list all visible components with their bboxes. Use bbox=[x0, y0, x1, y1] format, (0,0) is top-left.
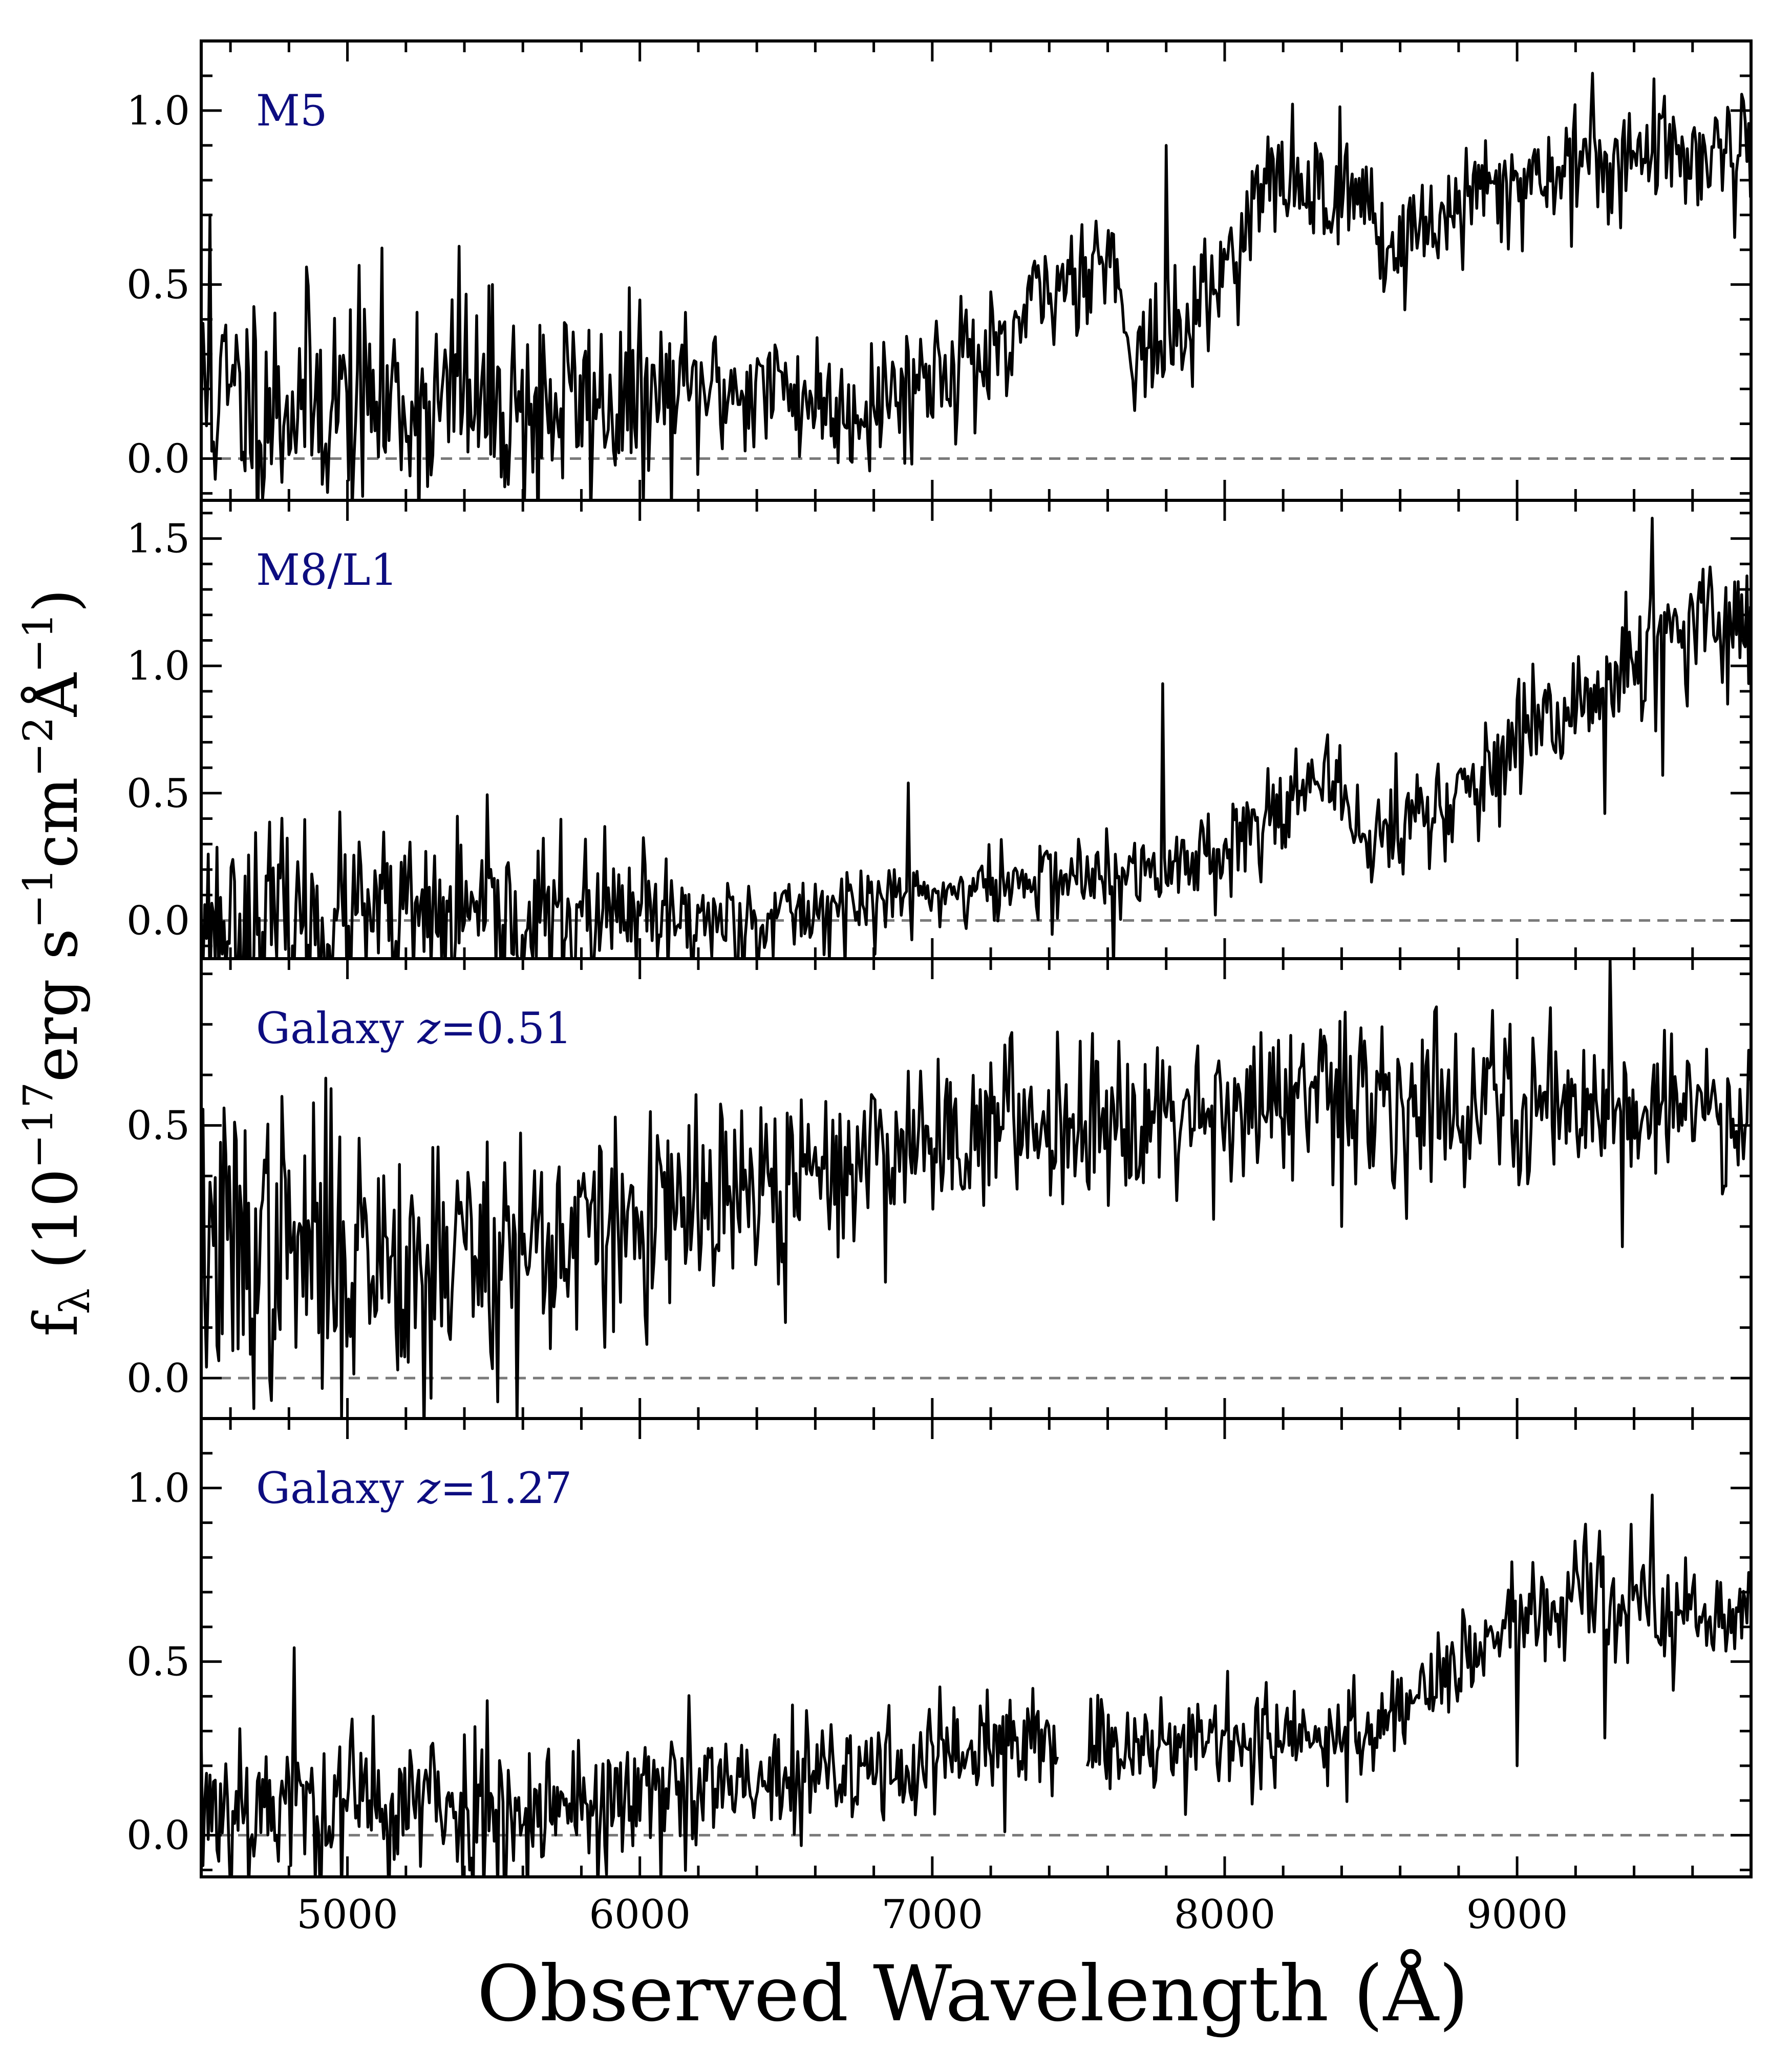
y-tick-label: 0.0 bbox=[126, 1813, 190, 1859]
y-axis-title-f: f bbox=[20, 1310, 91, 1337]
x-tick-labels: 5000 6000 7000 8000 9000 bbox=[296, 1892, 1568, 1938]
spectrum-line-3 bbox=[201, 959, 1751, 1419]
y-tick-label: 0.0 bbox=[126, 436, 190, 482]
x-tick-label: 7000 bbox=[882, 1892, 984, 1938]
x-tick-label: 6000 bbox=[589, 1892, 691, 1938]
panel-label: M5 bbox=[256, 86, 327, 136]
panel-1: 0.0 0.5 1.0 M5 bbox=[126, 39, 1753, 502]
y-axis-title-erg: erg s bbox=[20, 928, 91, 1082]
y-axis-title-exp4: −1 bbox=[14, 612, 62, 673]
spectrum-line-2 bbox=[202, 517, 1751, 959]
x-tick-label: 9000 bbox=[1466, 1892, 1568, 1938]
y-axis-title-angstrom: Å bbox=[20, 672, 91, 717]
y-axis-title-lambda: λ bbox=[51, 1288, 99, 1315]
y-axis-title-open: (10 bbox=[20, 1169, 91, 1269]
y-tick-label: 0.5 bbox=[126, 1639, 190, 1685]
panels: 0.0 0.5 1.0 M5 0.0 0.5 1.0 1.5 M8/L1 0.0 0.5 Galaxy… bbox=[126, 39, 1753, 1878]
svg-text:fλ (10−17erg s−1cm−2Å−1): fλ (10−17erg s−1cm−2Å−1) bbox=[14, 589, 99, 1337]
y-tick-label: 0.0 bbox=[126, 898, 190, 944]
y-tick-label: 0.5 bbox=[126, 771, 190, 817]
y-tick-label: 0.5 bbox=[126, 262, 190, 308]
x-tick-label: 5000 bbox=[296, 1892, 398, 1938]
y-axis-title-cm: cm bbox=[20, 777, 91, 868]
y-axis-title-exp3: −2 bbox=[14, 716, 62, 777]
panel-4: 0.0 0.5 1.0 Galaxy z=1.27 bbox=[126, 1417, 1753, 1878]
y-axis-title-exp2: −1 bbox=[14, 868, 62, 928]
spectrum-line-1 bbox=[201, 72, 1751, 500]
spectrum-line-4 bbox=[201, 1493, 1751, 1877]
panel-label: M8/L1 bbox=[256, 545, 398, 595]
panel-label: Galaxy z=1.27 bbox=[256, 1463, 572, 1513]
x-tick-label: 8000 bbox=[1174, 1892, 1276, 1938]
x-axis-title: Observed Wavelength (Å) bbox=[477, 1949, 1468, 2039]
y-tick-label: 1.5 bbox=[126, 516, 190, 562]
y-axis-title: fλ (10−17erg s−1cm−2Å−1) bbox=[14, 589, 99, 1337]
panel-3: 0.0 0.5 Galaxy z=0.51 bbox=[126, 957, 1753, 1420]
y-tick-label: 0.0 bbox=[126, 1356, 190, 1402]
panel-2: 0.0 0.5 1.0 1.5 M8/L1 bbox=[126, 499, 1753, 960]
y-axis-title-exp1: −17 bbox=[14, 1082, 62, 1169]
panel-frame bbox=[200, 1417, 1753, 1878]
y-axis-title-close: ) bbox=[20, 589, 91, 612]
y-tick-label: 1.0 bbox=[126, 1466, 190, 1512]
y-tick-label: 0.5 bbox=[126, 1103, 190, 1149]
y-tick-label: 1.0 bbox=[126, 643, 190, 689]
panel-label: Galaxy z=0.51 bbox=[256, 1003, 572, 1053]
y-tick-label: 1.0 bbox=[126, 88, 190, 134]
